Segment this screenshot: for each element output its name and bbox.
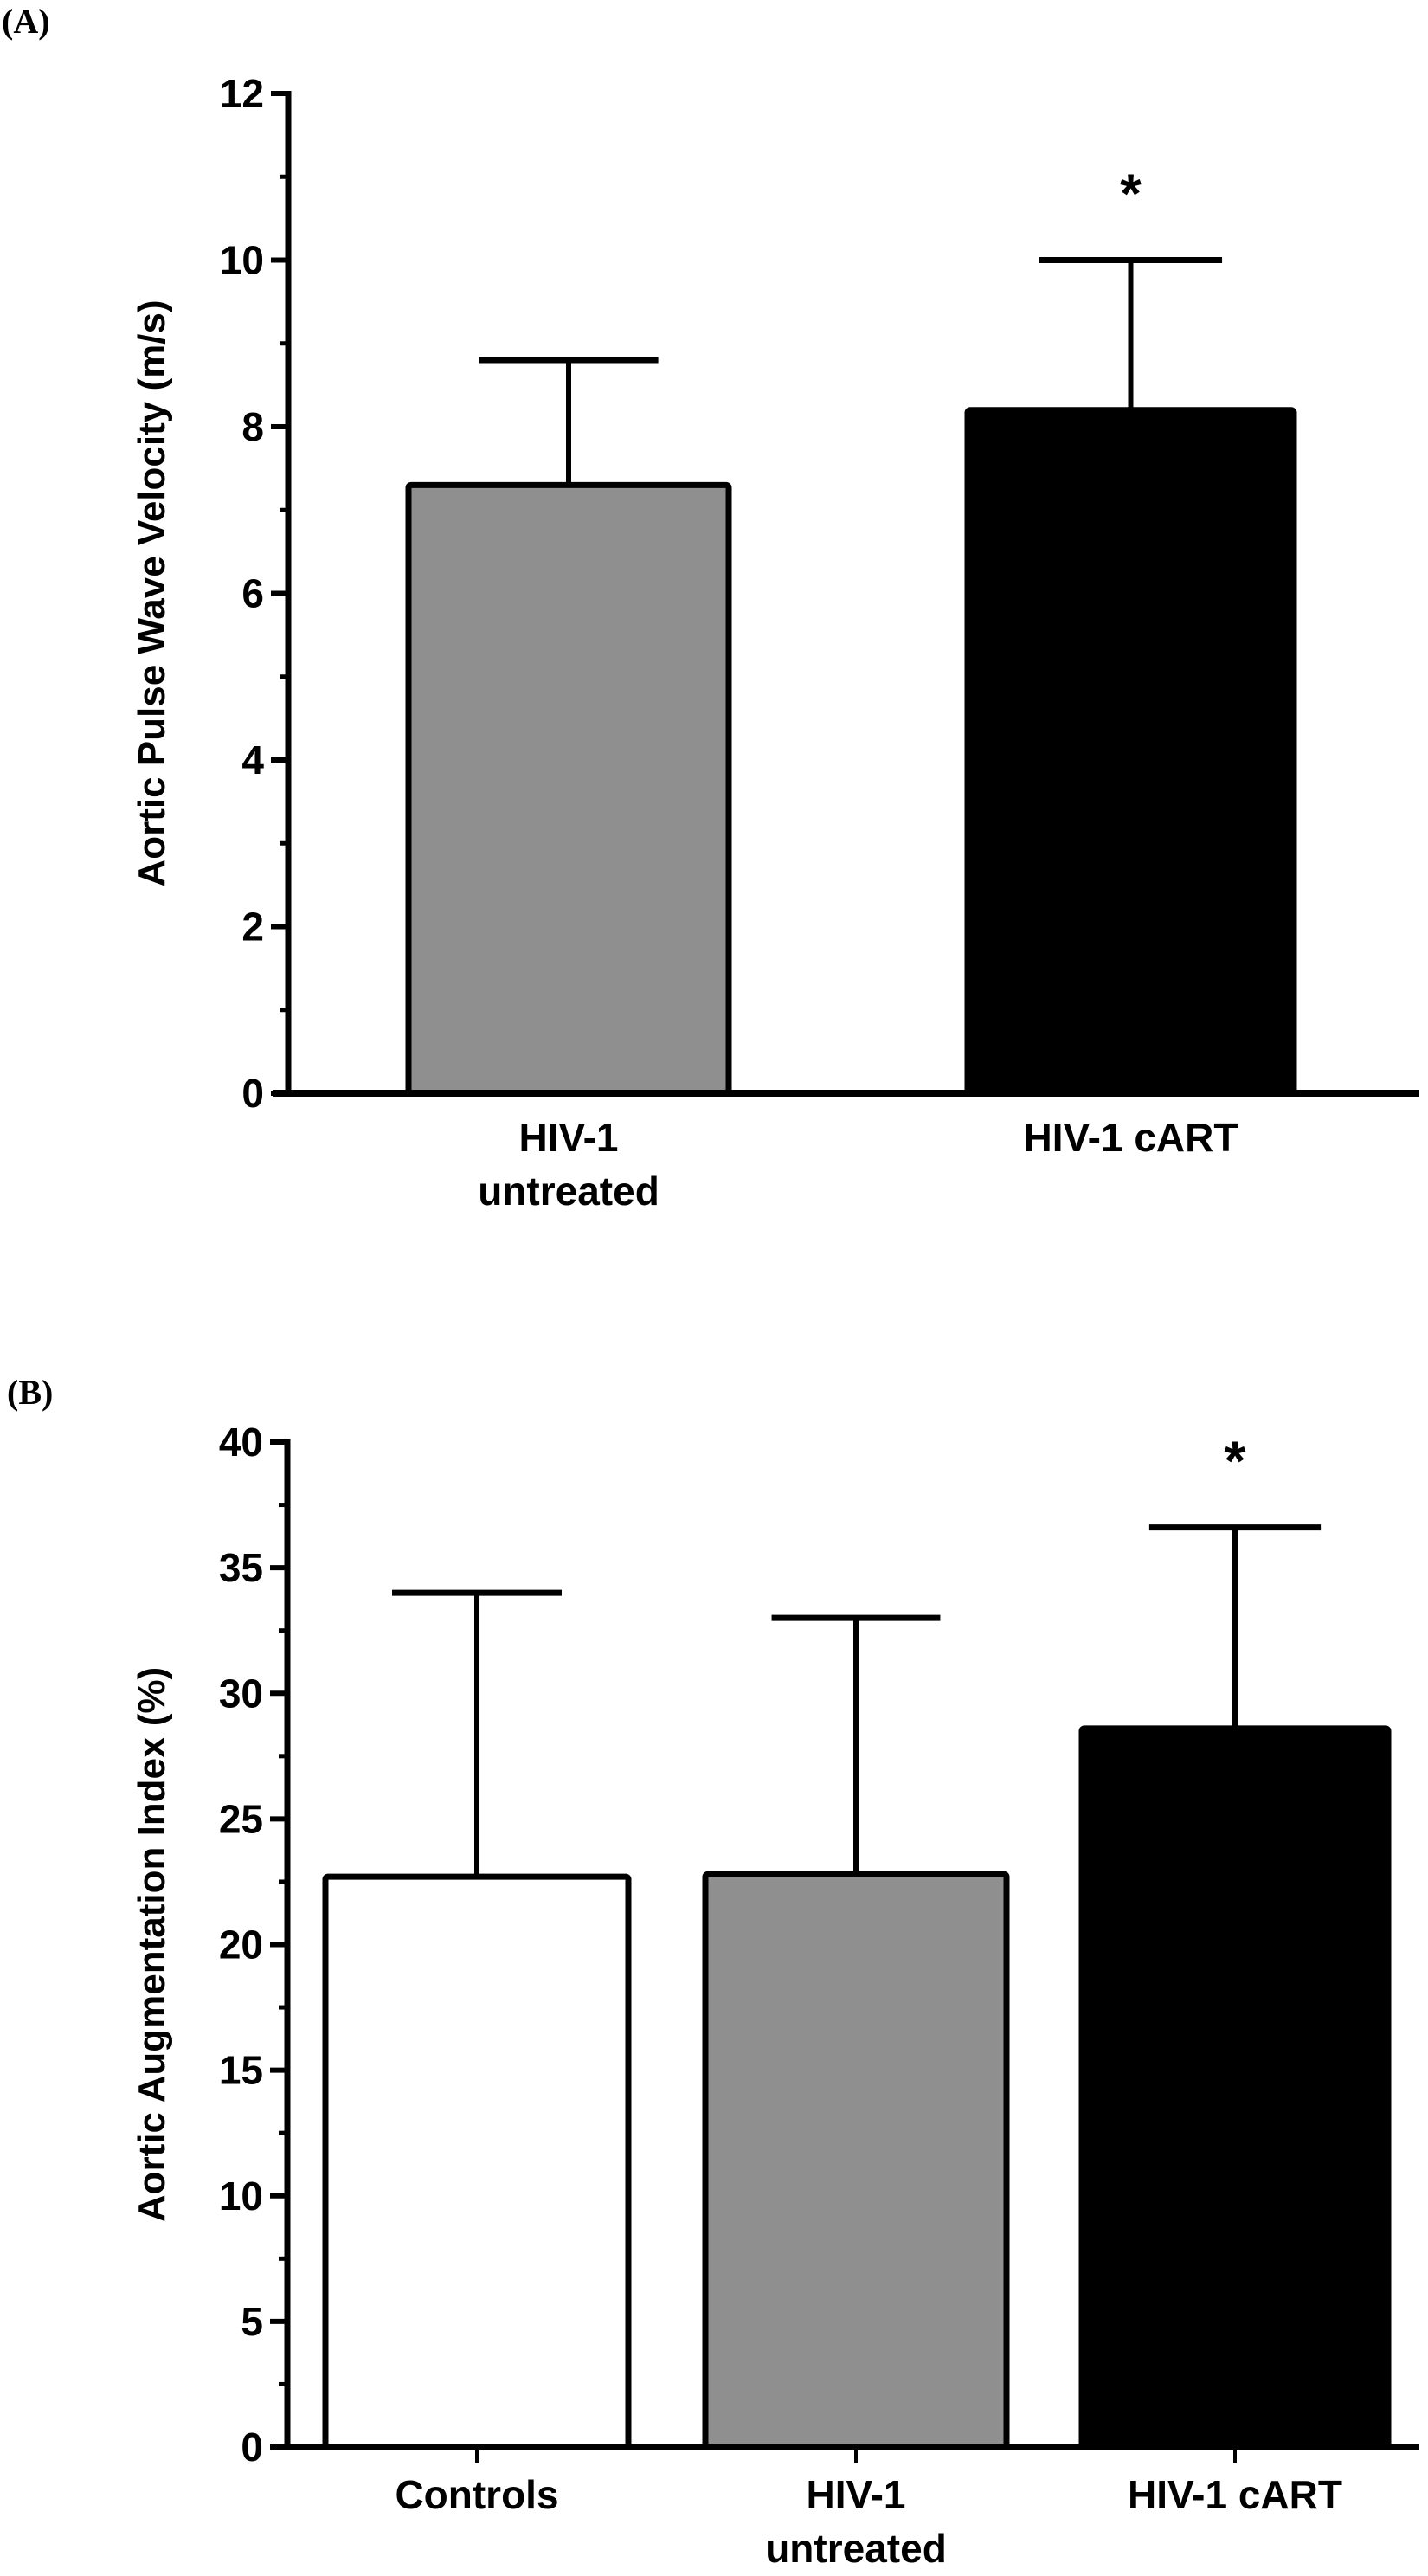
category-label: HIV-1: [806, 2472, 905, 2517]
bar-0: [322, 1873, 632, 2450]
y-tick-label: 8: [241, 404, 264, 449]
category-label: untreated: [478, 1169, 659, 1214]
y-tick-label: 6: [241, 571, 264, 616]
y-axis-title: Aortic Augmentation Index (%): [131, 1667, 173, 2222]
y-tick-label: 40: [219, 1420, 263, 1465]
significance-marker: *: [1225, 1430, 1246, 1492]
bar-0: [405, 481, 732, 1097]
y-tick-label: 10: [220, 238, 264, 283]
bar-1: [964, 407, 1297, 1097]
category-label: HIV-1: [518, 1115, 618, 1160]
category-label: untreated: [765, 2526, 947, 2571]
significance-marker: *: [1120, 163, 1142, 225]
bar-1: [702, 1871, 1010, 2450]
y-tick-label: 20: [219, 1922, 263, 1967]
panel-label: (B): [7, 1373, 53, 1412]
y-tick-label: 10: [219, 2174, 263, 2219]
bar-2: [1078, 1725, 1392, 2450]
y-tick-label: 5: [241, 2299, 263, 2344]
y-tick-label: 25: [219, 1796, 263, 1841]
panel-b-chart: (B) Aortic Augmentation Index (%) Controls…: [7, 1373, 1419, 2571]
y-tick-label: 35: [219, 1545, 263, 1590]
y-tick-label: 4: [241, 737, 264, 782]
y-tick-label: 0: [241, 1071, 264, 1116]
panel-a-chart: (A) Aortic Pulse Wave Velocity (m/s) HIV-1…: [2, 2, 1419, 1214]
y-tick-label: 0: [241, 2425, 263, 2470]
category-label: HIV-1 cART: [1024, 1115, 1238, 1160]
y-tick-label: 15: [219, 2048, 263, 2093]
category-label: HIV-1 cART: [1128, 2472, 1342, 2517]
y-tick-label: 2: [241, 905, 264, 950]
y-axis-title: Aortic Pulse Wave Velocity (m/s): [131, 299, 173, 886]
panel-label: (A): [2, 2, 50, 41]
y-tick-label: 30: [219, 1671, 263, 1716]
y-tick-label: 12: [220, 71, 264, 116]
category-label: Controls: [395, 2472, 558, 2517]
